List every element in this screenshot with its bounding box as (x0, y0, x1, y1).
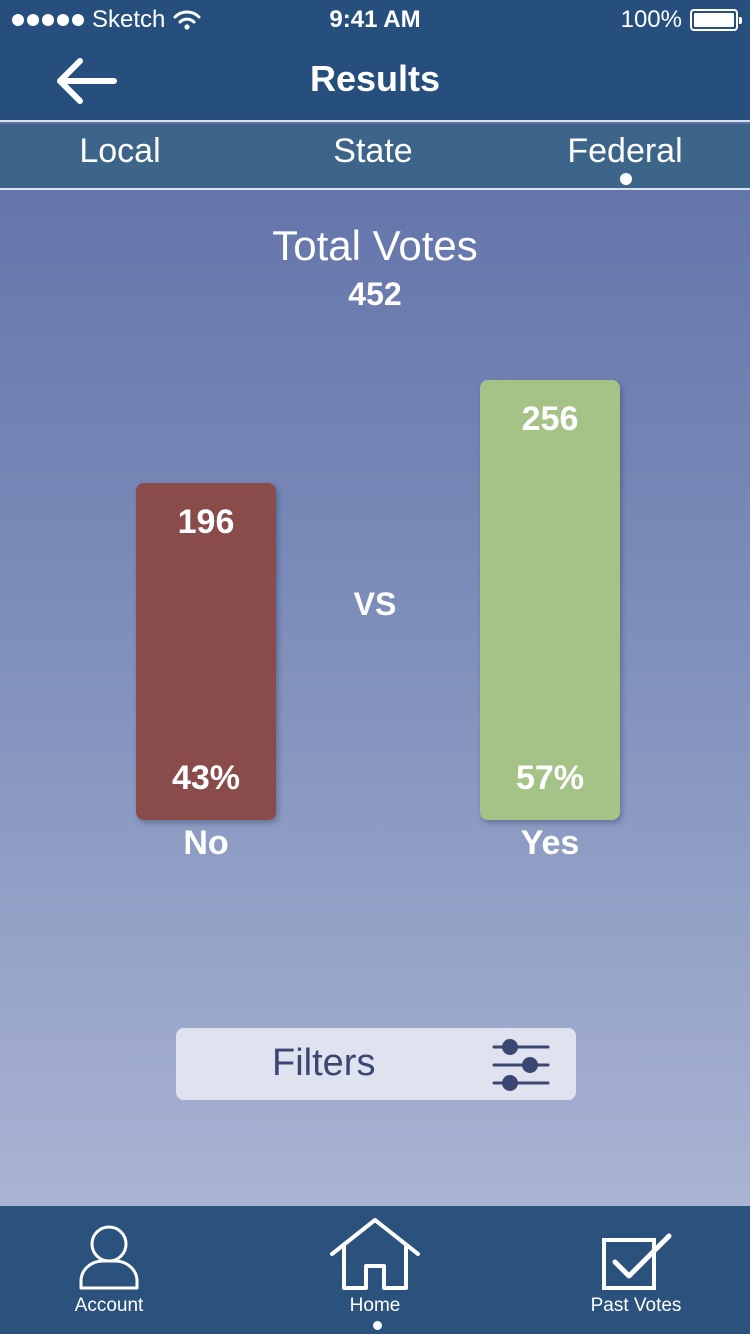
page-title: Results (309, 58, 441, 99)
battery-icon (690, 9, 742, 31)
signal-strength-icon (12, 14, 84, 26)
wifi-icon (173, 10, 201, 30)
tab-account[interactable]: Account (34, 1206, 184, 1334)
bottom-tab-bar: Account Home Past Votes (0, 1206, 750, 1334)
carrier-name: Sketch (92, 6, 166, 33)
back-button[interactable] (52, 56, 120, 106)
selected-tab-indicator-home (373, 1321, 382, 1330)
total-votes-title: Total Votes (272, 222, 478, 269)
bar-yes-percent: 57% (515, 759, 585, 797)
level-tabs: Local State Federal (0, 124, 750, 190)
tab-past-votes[interactable]: Past Votes (561, 1206, 711, 1334)
status-time: 9:41 AM (329, 6, 421, 33)
checkbox-icon (602, 1233, 672, 1290)
status-left: Sketch (12, 6, 201, 34)
bar-no: 196 43% (136, 483, 276, 820)
sliders-icon (492, 1039, 550, 1091)
selected-tab-indicator (620, 173, 632, 185)
bar-no-label: No (183, 824, 229, 862)
user-icon (79, 1225, 139, 1290)
tab-local[interactable]: Local (79, 132, 161, 170)
nav-bar: Results (0, 40, 750, 122)
tab-home-label: Home (349, 1295, 401, 1316)
battery-percent: 100% (620, 6, 682, 33)
filters-button[interactable]: Filters (176, 1028, 576, 1100)
versus-label: VS (353, 586, 397, 622)
status-bar: Sketch 9:41 AM 100% (0, 0, 750, 40)
bar-yes-count: 256 (521, 400, 579, 438)
tab-past-votes-label: Past Votes (590, 1295, 682, 1316)
bar-yes: 256 57% (480, 380, 620, 820)
tab-federal[interactable]: Federal (567, 132, 683, 170)
status-right: 100% (620, 6, 742, 34)
home-icon (330, 1218, 420, 1290)
bar-yes-label: Yes (520, 824, 580, 862)
total-votes-value: 452 (348, 276, 402, 312)
bar-no-count: 196 (177, 503, 235, 541)
tab-account-label: Account (74, 1295, 144, 1316)
arrow-left-icon (57, 58, 117, 104)
tab-home[interactable]: Home (300, 1206, 450, 1334)
bar-no-percent: 43% (171, 759, 241, 797)
filters-label: Filters (272, 1042, 376, 1084)
tab-state[interactable]: State (333, 132, 413, 170)
